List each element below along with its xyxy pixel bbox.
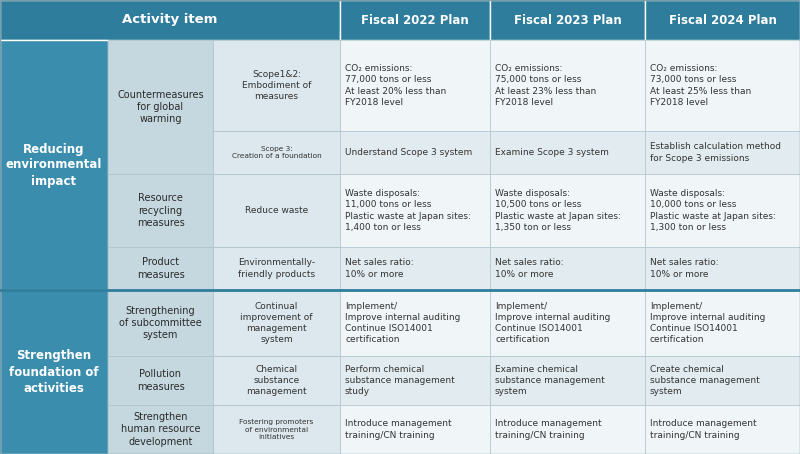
Bar xyxy=(108,174,213,247)
Text: Net sales ratio:
10% or more: Net sales ratio: 10% or more xyxy=(495,258,564,279)
Bar xyxy=(340,0,490,40)
Text: CO₂ emissions:
77,000 tons or less
At least 20% less than
FY2018 level: CO₂ emissions: 77,000 tons or less At le… xyxy=(345,64,446,107)
Bar xyxy=(490,290,645,356)
Text: Fiscal 2022 Plan: Fiscal 2022 Plan xyxy=(361,14,469,26)
Text: Resource
recycling
measures: Resource recycling measures xyxy=(137,193,184,228)
Bar xyxy=(490,247,645,290)
Bar xyxy=(108,356,213,405)
Text: Waste disposals:
10,500 tons or less
Plastic waste at Japan sites:
1,350 ton or : Waste disposals: 10,500 tons or less Pla… xyxy=(495,189,621,232)
Text: Establish calculation method
for Scope 3 emissions: Establish calculation method for Scope 3… xyxy=(650,143,781,163)
Text: Waste disposals:
10,000 tons or less
Plastic waste at Japan sites:
1,300 ton or : Waste disposals: 10,000 tons or less Pla… xyxy=(650,189,776,232)
Bar xyxy=(340,290,490,356)
Text: Implement/
Improve internal auditing
Continue ISO14001
certification: Implement/ Improve internal auditing Con… xyxy=(345,302,460,344)
Text: Examine Scope 3 system: Examine Scope 3 system xyxy=(495,148,609,157)
Text: Fostering promoters
of environmental
initiatives: Fostering promoters of environmental ini… xyxy=(239,419,314,440)
Text: Continual
improvement of
management
system: Continual improvement of management syst… xyxy=(240,302,313,344)
Bar xyxy=(108,290,213,356)
Text: CO₂ emissions:
75,000 tons or less
At least 23% less than
FY2018 level: CO₂ emissions: 75,000 tons or less At le… xyxy=(495,64,596,107)
Text: Strengthening
of subcommittee
system: Strengthening of subcommittee system xyxy=(119,306,202,340)
Bar xyxy=(213,131,340,174)
Bar xyxy=(340,174,490,247)
Text: Scope 3:
Creation of a foundation: Scope 3: Creation of a foundation xyxy=(232,146,322,159)
Bar xyxy=(645,356,800,405)
Text: Chemical
substance
management: Chemical substance management xyxy=(246,365,307,396)
Text: Environmentally-
friendly products: Environmentally- friendly products xyxy=(238,258,315,279)
Text: Introduce management
training/CN training: Introduce management training/CN trainin… xyxy=(650,419,757,439)
Bar xyxy=(213,356,340,405)
Text: Countermeasures
for global
warming: Countermeasures for global warming xyxy=(117,89,204,124)
Bar xyxy=(340,131,490,174)
Bar xyxy=(213,405,340,454)
Bar xyxy=(645,405,800,454)
Text: Perform chemical
substance management
study: Perform chemical substance management st… xyxy=(345,365,454,396)
Text: Reduce waste: Reduce waste xyxy=(245,206,308,215)
Text: Introduce management
training/CN training: Introduce management training/CN trainin… xyxy=(495,419,602,439)
Bar xyxy=(490,174,645,247)
Text: Strengthen
foundation of
activities: Strengthen foundation of activities xyxy=(9,350,99,395)
Bar xyxy=(645,0,800,40)
Bar xyxy=(108,405,213,454)
Bar xyxy=(340,356,490,405)
Bar xyxy=(340,40,490,131)
Text: Activity item: Activity item xyxy=(122,14,218,26)
Bar xyxy=(0,40,108,290)
Bar xyxy=(0,290,108,454)
Bar xyxy=(645,247,800,290)
Text: Implement/
Improve internal auditing
Continue ISO14001
certification: Implement/ Improve internal auditing Con… xyxy=(495,302,610,344)
Bar xyxy=(645,290,800,356)
Text: Net sales ratio:
10% or more: Net sales ratio: 10% or more xyxy=(345,258,414,279)
Bar xyxy=(213,174,340,247)
Text: CO₂ emissions:
73,000 tons or less
At least 25% less than
FY2018 level: CO₂ emissions: 73,000 tons or less At le… xyxy=(650,64,751,107)
Text: Fiscal 2024 Plan: Fiscal 2024 Plan xyxy=(669,14,777,26)
Bar xyxy=(0,0,340,40)
Bar xyxy=(213,290,340,356)
Bar xyxy=(213,40,340,131)
Bar xyxy=(490,405,645,454)
Text: Strengthen
human resource
development: Strengthen human resource development xyxy=(121,412,200,447)
Text: Pollution
measures: Pollution measures xyxy=(137,369,184,392)
Bar xyxy=(340,405,490,454)
Text: Fiscal 2023 Plan: Fiscal 2023 Plan xyxy=(514,14,622,26)
Text: Create chemical
substance management
system: Create chemical substance management sys… xyxy=(650,365,760,396)
Bar xyxy=(490,40,645,131)
Text: Scope1&2:
Embodiment of
measures: Scope1&2: Embodiment of measures xyxy=(242,70,311,101)
Text: Reducing
environmental
impact: Reducing environmental impact xyxy=(6,143,102,188)
Bar xyxy=(108,40,213,174)
Text: Waste disposals:
11,000 tons or less
Plastic waste at Japan sites:
1,400 ton or : Waste disposals: 11,000 tons or less Pla… xyxy=(345,189,471,232)
Bar xyxy=(213,247,340,290)
Bar xyxy=(490,356,645,405)
Bar xyxy=(108,247,213,290)
Text: Implement/
Improve internal auditing
Continue ISO14001
certification: Implement/ Improve internal auditing Con… xyxy=(650,302,766,344)
Text: Introduce management
training/CN training: Introduce management training/CN trainin… xyxy=(345,419,452,439)
Text: Understand Scope 3 system: Understand Scope 3 system xyxy=(345,148,472,157)
Bar xyxy=(490,131,645,174)
Bar xyxy=(490,0,645,40)
Text: Net sales ratio:
10% or more: Net sales ratio: 10% or more xyxy=(650,258,718,279)
Text: Examine chemical
substance management
system: Examine chemical substance management sy… xyxy=(495,365,605,396)
Text: Product
measures: Product measures xyxy=(137,257,184,280)
Bar xyxy=(645,40,800,131)
Bar xyxy=(340,247,490,290)
Bar xyxy=(645,131,800,174)
Bar xyxy=(645,174,800,247)
